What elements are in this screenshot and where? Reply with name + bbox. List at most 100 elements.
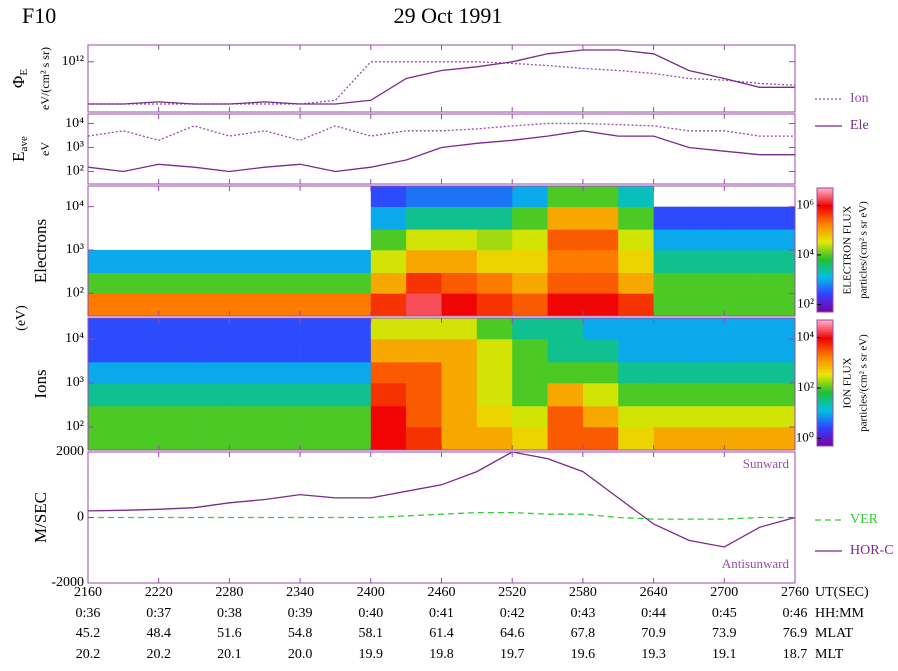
heatmap-cell [547, 250, 584, 273]
x-row-label: 0:44 [641, 606, 666, 621]
x-row-label: 48.4 [146, 626, 171, 641]
heatmap-cell [123, 272, 159, 294]
y-axis-label: Eave [9, 136, 30, 162]
colorbar-segment [817, 427, 833, 430]
heatmap-cell [229, 293, 266, 317]
heatmap-cell [512, 406, 548, 428]
heatmap-cell [688, 293, 725, 317]
colorbar-segment [817, 353, 833, 357]
heatmap-cell [512, 362, 548, 384]
x-row-label: 67.8 [571, 626, 596, 641]
colorbar-frame [816, 319, 834, 447]
heatmap-cell [441, 206, 478, 230]
colorbar-tick-label: 10² [797, 296, 814, 311]
colorbar-segment [817, 357, 833, 361]
colorbar-segment [817, 305, 833, 309]
colorbar-segment [817, 241, 833, 245]
heatmap-cell [441, 382, 478, 407]
legend-label: Ele [850, 118, 869, 133]
heatmap-cell [618, 293, 654, 317]
heatmap-cell [512, 206, 548, 230]
x-row-label: 19.1 [712, 647, 737, 662]
colorbar-segment [817, 414, 833, 418]
heatmap-cell [724, 338, 760, 363]
heatmap-cell [441, 272, 478, 294]
y-axis-unit: eV/(cm² s sr) [38, 47, 52, 110]
colorbar-segment [817, 441, 833, 445]
heatmap-cell [88, 318, 124, 340]
y-tick-label: 10² [66, 419, 84, 434]
heatmap-cell [229, 272, 266, 294]
colorbar-segment [817, 301, 833, 305]
colorbar-segment [817, 202, 833, 206]
heatmap-cell [618, 318, 654, 340]
colorbar-segment [817, 231, 833, 234]
heatmap-cell [300, 362, 336, 384]
x-tick-label: 2220 [145, 585, 173, 600]
legend-label: Ion [850, 91, 869, 106]
heatmap-cell [370, 272, 407, 294]
heatmap-cell [724, 250, 760, 273]
colorbar-segment [817, 412, 833, 415]
colorbar-segment [817, 368, 833, 371]
heatmap-cell [335, 382, 372, 407]
colorbar-segment [817, 258, 833, 261]
colorbar-segment [817, 192, 833, 195]
colorbar-segment [817, 270, 833, 274]
heatmap-cell [653, 362, 690, 384]
colorbar-segment [817, 206, 833, 210]
x-row-name: MLAT [815, 626, 854, 641]
heatmap-cell [582, 272, 619, 294]
heatmap-cell [370, 426, 407, 451]
line-series [87, 451, 796, 548]
x-tick-label: 2160 [74, 585, 102, 600]
heatmap-cell [194, 338, 230, 363]
heatmap-cell [476, 272, 513, 294]
heatmap-cell [370, 382, 407, 407]
heatmap-cell [618, 206, 654, 230]
colorbar-segment [817, 393, 833, 397]
heatmap-cell [547, 318, 584, 340]
heatmap-cell [406, 318, 442, 340]
colorbar-segment [817, 439, 833, 443]
x-row-label: 20.0 [288, 647, 313, 662]
colorbar-segment [817, 370, 833, 373]
heatmap-cell [123, 362, 159, 384]
heatmap-cell [370, 186, 407, 207]
heatmap-cell [123, 318, 159, 340]
heatmap-cell [688, 272, 725, 294]
colorbar-segment [817, 204, 833, 208]
heatmap-cell [370, 406, 407, 428]
heatmap-cell [194, 250, 230, 273]
colorbar-segment [817, 433, 833, 436]
colorbar-segment [817, 281, 833, 284]
heatmap-cell [512, 250, 548, 273]
colorbar-segment [817, 355, 833, 359]
heatmap-cell [441, 406, 478, 428]
heatmap-cell [512, 426, 548, 451]
energy-label: (eV) [14, 305, 29, 331]
heatmap-cell [688, 250, 725, 273]
colorbar-segment [817, 349, 833, 352]
y-tick-label: 10³ [66, 242, 84, 257]
heatmap-cell [335, 318, 372, 340]
heatmap-cell [582, 186, 619, 207]
heatmap-cell [441, 293, 478, 317]
heatmap-cell [512, 293, 548, 317]
x-row-label: 19.6 [571, 647, 596, 662]
colorbar-segment [817, 210, 833, 214]
heatmap-cell [229, 382, 266, 407]
heatmap-cell [194, 406, 230, 428]
heatmap-cell [194, 362, 230, 384]
x-row-label: 0:40 [358, 606, 383, 621]
colorbar-segment [817, 437, 833, 441]
colorbar-segment [817, 262, 833, 265]
heatmap-cell [229, 362, 266, 384]
heatmap-cell [476, 426, 513, 451]
heatmap-cell [88, 406, 124, 428]
heatmap-cell [547, 338, 584, 363]
heatmap-cell [158, 362, 195, 384]
colorbar-segment [817, 254, 833, 257]
colorbar-segment [817, 341, 833, 344]
heatmap-cell [582, 406, 619, 428]
